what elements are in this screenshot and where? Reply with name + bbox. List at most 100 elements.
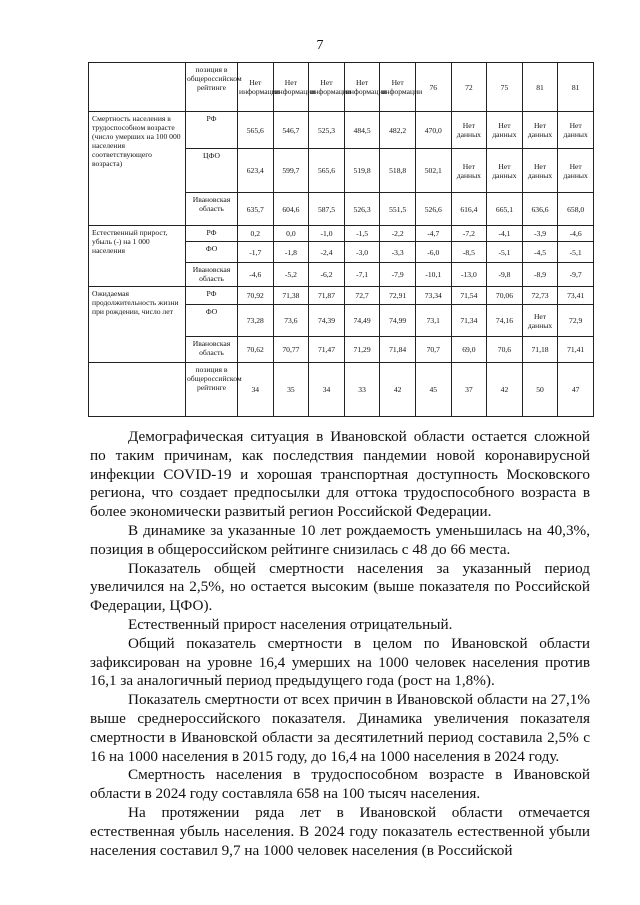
table-cell: 0,2	[237, 225, 274, 242]
table-row: Естественный прирост, убыль (-) на 1 000…	[88, 225, 594, 287]
row-sublabel: позиция в общероссийском рейтинге	[185, 62, 242, 112]
page-number: 7	[316, 38, 324, 53]
table-cell: 75	[486, 62, 523, 112]
table-cell: 71,54	[450, 286, 488, 305]
empty-cell	[88, 362, 186, 417]
table-cell: 50	[521, 362, 559, 417]
paragraph: В динамике за указанные 10 лет рождаемос…	[90, 521, 590, 558]
table-cell: 482,2	[379, 111, 416, 149]
table-row: Ивановская область 70,62 70,77 71,47 71,29 71…	[89, 336, 594, 363]
table-cell: 565,6	[308, 148, 345, 193]
table-cell: Нет информации	[237, 62, 280, 112]
table-cell: 636,6	[521, 192, 559, 226]
table-cell: 73,41	[557, 286, 594, 305]
table-cell: 73,28	[237, 304, 274, 337]
table-row: позиция в общероссийском рейтинге 34 35 34 3…	[88, 362, 594, 417]
table-cell: -2,2	[379, 225, 416, 242]
table-cell: Нет данных	[450, 148, 488, 193]
table-cell: 72,9	[557, 304, 594, 337]
table-cell: 551,5	[379, 192, 416, 226]
table-cell: 518,8	[379, 148, 416, 193]
table-cell: -3,3	[379, 241, 416, 263]
table-cell: Нет данных	[521, 111, 559, 149]
table-cell: -4,6	[557, 225, 594, 242]
table-cell: Нет информации	[343, 62, 387, 112]
table-cell: 71,87	[308, 286, 345, 305]
table-cell: -7,2	[450, 225, 488, 242]
group-label: Естественный прирост, убыль (-) на 1 000…	[88, 225, 186, 287]
table-cell: -4,5	[521, 241, 559, 263]
table-cell: Нет данных	[486, 111, 523, 149]
table-cell: 525,3	[308, 111, 345, 149]
table-cell: -2,4	[308, 241, 345, 263]
table-cell: 616,4	[450, 192, 488, 226]
table-cell: -13,0	[450, 262, 488, 287]
table-cell: 74,16	[486, 304, 523, 337]
table-cell: 42	[379, 362, 416, 417]
table-cell: 71,84	[379, 336, 416, 363]
paragraph: Показатель общей смертности населения за…	[90, 559, 590, 615]
table-cell: 599,7	[272, 148, 310, 193]
table-row: ФО 73,28 73,6 74,39 74,49 74,99 73,1 71,34 74,16…	[89, 304, 594, 337]
row-sublabel: РФ	[185, 111, 238, 149]
empty-cell	[88, 62, 186, 112]
table-cell: 72,91	[379, 286, 416, 305]
table-cell: 470,0	[414, 111, 452, 149]
table-cell: 71,47	[308, 336, 345, 363]
table-cell: Нет информации	[308, 62, 351, 112]
table-cell: 658,0	[557, 192, 594, 226]
table-cell: -3,9	[521, 225, 559, 242]
table-cell: 635,7	[237, 192, 274, 226]
table-cell: 33	[343, 362, 381, 417]
table-cell: 72,73	[521, 286, 559, 305]
table-cell: 81	[521, 62, 559, 112]
table-cell: Нет данных	[521, 304, 559, 337]
table-cell: 69,0	[450, 336, 488, 363]
table-cell: -7,9	[379, 262, 416, 287]
table-cell: 70,92	[237, 286, 274, 305]
table-cell: 71,38	[272, 286, 310, 305]
table-cell: 37	[450, 362, 488, 417]
table-cell: 526,6	[414, 192, 452, 226]
table-cell: -1,0	[308, 225, 345, 242]
table-cell: 74,39	[308, 304, 345, 337]
table-cell: -9,7	[557, 262, 594, 287]
table-cell: 35	[272, 362, 310, 417]
row-sublabel: позиция в общероссийском рейтинге	[185, 362, 242, 417]
table-cell: 73,34	[414, 286, 452, 305]
table-row: Смертность населения в трудоспособном во…	[88, 111, 594, 226]
row-sublabel: Ивановская область	[185, 192, 238, 226]
table-cell: Нет данных	[486, 148, 523, 193]
table-row: ЦФО 623,4 599,7 565,6 519,8 518,8 502,1 Нет дан…	[89, 148, 594, 193]
table-cell: -10,1	[414, 262, 452, 287]
table-cell: -3,0	[343, 241, 381, 263]
table-cell: Нет информации	[379, 62, 422, 112]
row-sublabel: РФ	[185, 286, 238, 305]
table-row: позиция в общероссийском рейтинге Нет инф…	[88, 62, 594, 112]
table-cell: 526,3	[343, 192, 381, 226]
row-sublabel: ФО	[185, 241, 238, 263]
table-cell: Нет информации	[272, 62, 315, 112]
table-cell: 42	[486, 362, 523, 417]
table-cell: Нет данных	[557, 111, 594, 149]
table-cell: 71,18	[521, 336, 559, 363]
table-cell: -4,1	[486, 225, 523, 242]
paragraph: На протяжении ряда лет в Ивановской обла…	[90, 803, 590, 859]
table-cell: 72,7	[343, 286, 381, 305]
table-cell: 519,8	[343, 148, 381, 193]
row-sublabel: РФ	[185, 225, 238, 242]
table-cell: 73,6	[272, 304, 310, 337]
paragraph: Естественный прирост населения отрицател…	[128, 615, 453, 633]
table-cell: 70,77	[272, 336, 310, 363]
table-cell: 71,34	[450, 304, 488, 337]
table-cell: -8,9	[521, 262, 559, 287]
table-cell: Нет данных	[450, 111, 488, 149]
table-cell: 623,4	[237, 148, 274, 193]
table-row: Ивановская область -4,6 -5,2 -6,2 -7,1 -7,9 -1…	[89, 262, 594, 287]
paragraph: Показатель смертности от всех причин в И…	[90, 691, 590, 765]
row-sublabel: ЦФО	[185, 148, 238, 193]
table-cell: 34	[308, 362, 345, 417]
table-cell: 70,06	[486, 286, 523, 305]
table-cell: 74,99	[379, 304, 416, 337]
